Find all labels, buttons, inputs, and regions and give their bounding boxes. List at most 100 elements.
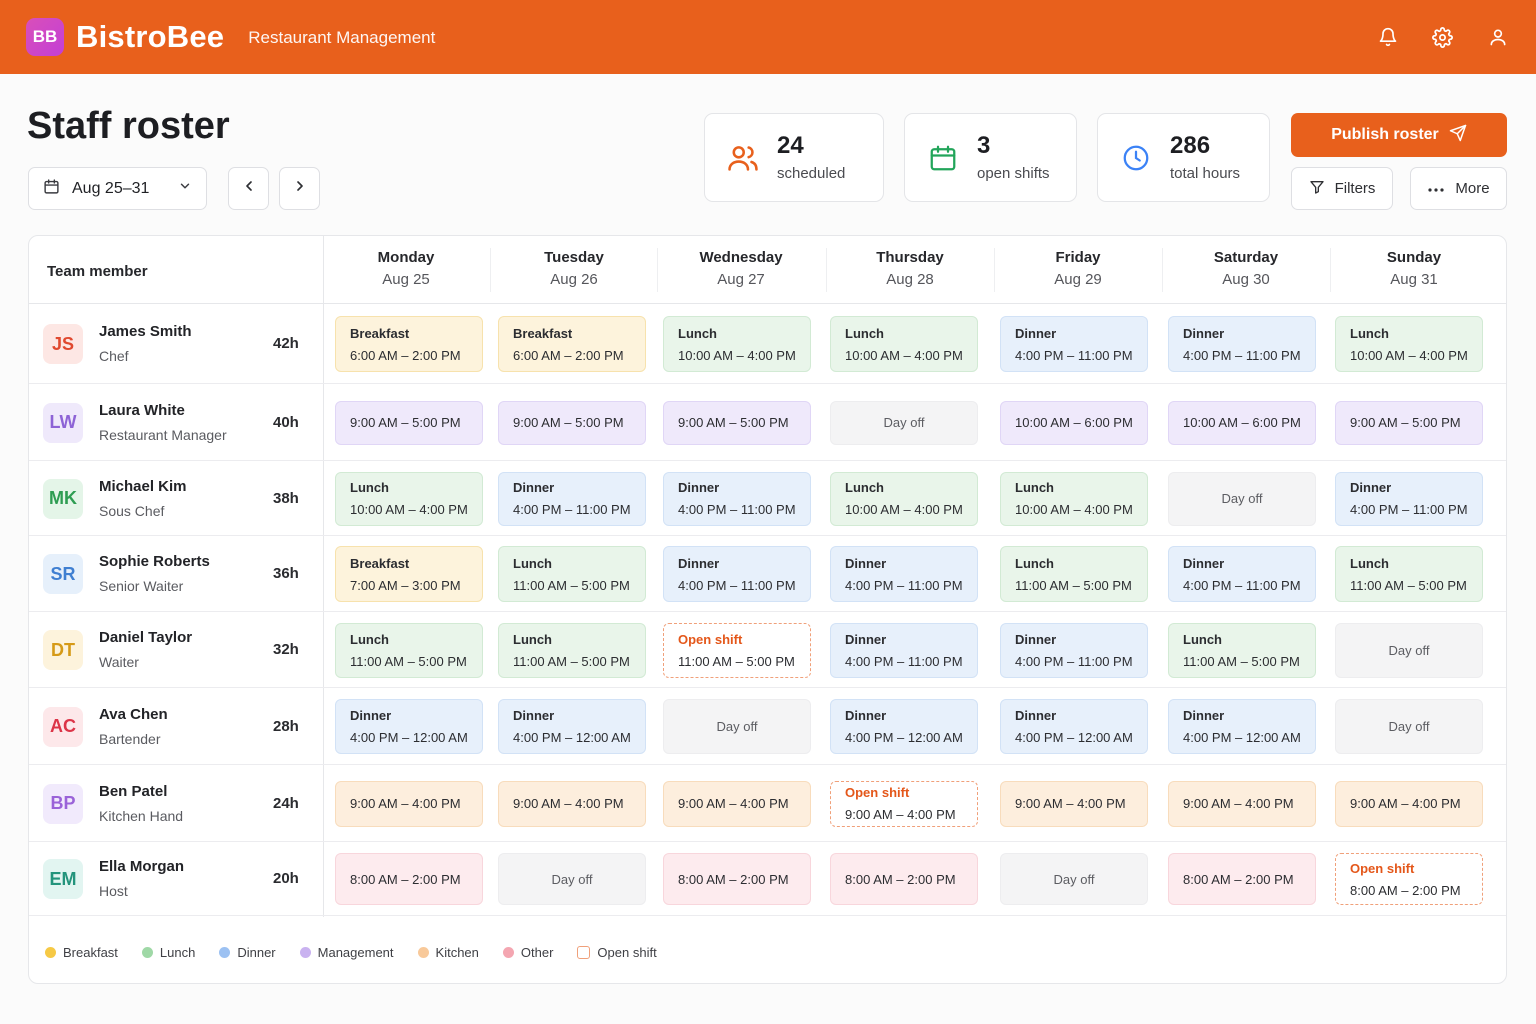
shift-cell[interactable]: Lunch 10:00 AM – 4:00 PM <box>830 316 978 372</box>
shift-cell[interactable]: Lunch 11:00 AM – 5:00 PM <box>498 546 646 602</box>
shift-cell[interactable]: Day off <box>1000 853 1148 905</box>
stat-label: scheduled <box>777 165 846 183</box>
avatar[interactable]: AC <box>43 706 83 747</box>
avatar[interactable]: BP <box>43 783 83 824</box>
shift-cell[interactable]: 9:00 AM – 4:00 PM <box>498 780 646 827</box>
shift-cell[interactable]: 10:00 AM – 6:00 PM <box>1000 400 1148 445</box>
shift-cell[interactable]: 9:00 AM – 4:00 PM <box>663 780 811 827</box>
more-button[interactable]: More <box>1410 167 1507 210</box>
shift-cell[interactable]: Lunch 11:00 AM – 5:00 PM <box>1000 546 1148 602</box>
shift-cell[interactable]: Dinner 4:00 PM – 12:00 AM <box>1168 699 1316 754</box>
member-name[interactable]: Daniel Taylor <box>99 629 193 646</box>
roster-table: Team member Monday Aug 25 Tuesday Aug 26 Wed… <box>28 235 1507 984</box>
shift-cell[interactable]: Dinner 4:00 PM – 11:00 PM <box>1168 546 1316 602</box>
shift-cell[interactable]: Lunch 11:00 AM – 5:00 PM <box>1168 622 1316 678</box>
previous-week-button[interactable] <box>228 167 269 210</box>
shift-time: 11:00 AM – 5:00 PM <box>1350 577 1467 593</box>
shift-cell[interactable]: Dinner 4:00 PM – 12:00 AM <box>830 699 978 754</box>
avatar[interactable]: SR <box>43 554 83 594</box>
shift-cell[interactable]: Lunch 10:00 AM – 4:00 PM <box>830 471 978 526</box>
publish-roster-button[interactable]: Publish roster <box>1291 113 1507 157</box>
shift-cell[interactable]: Day off <box>830 400 978 445</box>
shift-cell[interactable]: 9:00 AM – 4:00 PM <box>1000 780 1148 827</box>
member-name[interactable]: Ben Patel <box>99 782 168 800</box>
shift-cell[interactable]: Dinner 4:00 PM – 11:00 PM <box>663 546 811 602</box>
member-name[interactable]: James Smith <box>99 323 192 340</box>
shift-cell[interactable]: 8:00 AM – 2:00 PM <box>663 853 811 905</box>
shift-cell[interactable]: Day off <box>1335 699 1483 754</box>
shift-cell[interactable]: 8:00 AM – 2:00 PM <box>335 853 483 905</box>
shift-cell[interactable]: Dinner 4:00 PM – 11:00 PM <box>498 471 646 526</box>
shift-cell[interactable]: Lunch 10:00 AM – 4:00 PM <box>663 316 811 372</box>
column-divider <box>323 236 324 917</box>
shift-cell[interactable]: Day off <box>1168 471 1316 526</box>
shift-cell[interactable]: Lunch 11:00 AM – 5:00 PM <box>335 622 483 678</box>
shift-cell[interactable]: 9:00 AM – 4:00 PM <box>1335 780 1483 827</box>
shift-cell[interactable]: Breakfast 6:00 AM – 2:00 PM <box>335 316 483 372</box>
shift-cell[interactable]: 8:00 AM – 2:00 PM <box>1168 853 1316 905</box>
shift-cell[interactable]: Dinner 4:00 PM – 11:00 PM <box>1335 471 1483 526</box>
shift-cell[interactable]: Dinner 4:00 PM – 12:00 AM <box>498 699 646 754</box>
legend-item-dinner: Dinner <box>219 945 276 960</box>
open-shift-cell[interactable]: Open shift 9:00 AM – 4:00 PM <box>830 780 978 827</box>
shift-cell[interactable]: 9:00 AM – 5:00 PM <box>1335 400 1483 445</box>
shift-cell[interactable]: Dinner 4:00 PM – 11:00 PM <box>663 471 811 526</box>
shift-cell[interactable]: Lunch 11:00 AM – 5:00 PM <box>1335 546 1483 602</box>
shift-time: 4:00 PM – 11:00 PM <box>1015 347 1133 363</box>
member-name[interactable]: Laura White <box>99 401 185 419</box>
shift-cell[interactable]: Day off <box>663 699 811 754</box>
shift-title: Breakfast <box>513 325 573 341</box>
member-name[interactable]: Michael Kim <box>99 477 187 495</box>
shift-title: Open shift <box>845 785 910 800</box>
shift-cell[interactable]: Dinner 4:00 PM – 12:00 AM <box>1000 699 1148 754</box>
shift-cell[interactable]: Dinner 4:00 PM – 11:00 PM <box>830 546 978 602</box>
shift-cell[interactable]: 10:00 AM – 6:00 PM <box>1168 400 1316 445</box>
brand-name[interactable]: BistroBee <box>76 19 225 54</box>
shift-cell[interactable]: Lunch 10:00 AM – 4:00 PM <box>1000 471 1148 526</box>
stat-total-hours: 286 total hours <box>1097 113 1270 202</box>
gear-icon[interactable] <box>1430 25 1455 50</box>
open-shift-cell[interactable]: Open shift 8:00 AM – 2:00 PM <box>1335 853 1483 905</box>
filters-button[interactable]: Filters <box>1291 167 1393 210</box>
shift-cell[interactable]: Lunch 10:00 AM – 4:00 PM <box>1335 316 1483 372</box>
shift-time: 10:00 AM – 4:00 PM <box>845 502 963 517</box>
shift-cell[interactable]: 9:00 AM – 5:00 PM <box>498 400 646 445</box>
logo-badge[interactable]: BB <box>26 18 64 56</box>
shift-cell[interactable]: 9:00 AM – 5:00 PM <box>663 400 811 445</box>
avatar[interactable]: LW <box>43 402 83 443</box>
filters-label: Filters <box>1334 180 1376 197</box>
shift-cell[interactable]: Breakfast 6:00 AM – 2:00 PM <box>498 316 646 372</box>
shift-cell[interactable]: Dinner 4:00 PM – 11:00 PM <box>1000 316 1148 372</box>
avatar[interactable]: MK <box>43 478 83 519</box>
shift-time: 9:00 AM – 4:00 PM <box>1350 796 1461 811</box>
user-icon[interactable] <box>1485 25 1510 50</box>
shift-cell[interactable]: Dinner 4:00 PM – 11:00 PM <box>830 622 978 678</box>
open-shift-cell[interactable]: Open shift 11:00 AM – 5:00 PM <box>663 622 811 678</box>
shift-cell[interactable]: Day off <box>498 853 646 905</box>
shift-title: Dinner <box>1183 555 1225 571</box>
next-week-button[interactable] <box>279 167 320 210</box>
member-name[interactable]: Sophie Roberts <box>99 553 210 570</box>
calendar-icon <box>43 178 60 200</box>
avatar[interactable]: EM <box>43 859 83 899</box>
shift-time: 4:00 PM – 11:00 PM <box>1183 577 1301 593</box>
shift-cell[interactable]: 8:00 AM – 2:00 PM <box>830 853 978 905</box>
shift-cell[interactable]: 9:00 AM – 5:00 PM <box>335 400 483 445</box>
shift-cell[interactable]: Dinner 4:00 PM – 11:00 PM <box>1168 316 1316 372</box>
shift-cell[interactable]: Dinner 4:00 PM – 11:00 PM <box>1000 622 1148 678</box>
shift-cell[interactable]: Lunch 11:00 AM – 5:00 PM <box>498 622 646 678</box>
shift-cell[interactable]: Day off <box>1335 622 1483 678</box>
bell-icon[interactable] <box>1375 25 1400 50</box>
shift-cell[interactable]: Dinner 4:00 PM – 12:00 AM <box>335 699 483 754</box>
member-name[interactable]: Ava Chen <box>99 705 168 723</box>
avatar[interactable]: DT <box>43 630 83 670</box>
shift-cell[interactable]: 9:00 AM – 4:00 PM <box>335 780 483 827</box>
avatar[interactable]: JS <box>43 324 83 364</box>
member-name[interactable]: Ella Morgan <box>99 858 185 875</box>
date-range-picker[interactable]: Aug 25–31 <box>28 167 207 210</box>
shift-cell[interactable]: Breakfast 7:00 AM – 3:00 PM <box>335 546 483 602</box>
day-header-friday: Friday Aug 29 <box>994 249 1162 288</box>
shift-cell[interactable]: Lunch 10:00 AM – 4:00 PM <box>335 471 483 526</box>
shift-time: 11:00 AM – 5:00 PM <box>513 653 630 669</box>
shift-cell[interactable]: 9:00 AM – 4:00 PM <box>1168 780 1316 827</box>
